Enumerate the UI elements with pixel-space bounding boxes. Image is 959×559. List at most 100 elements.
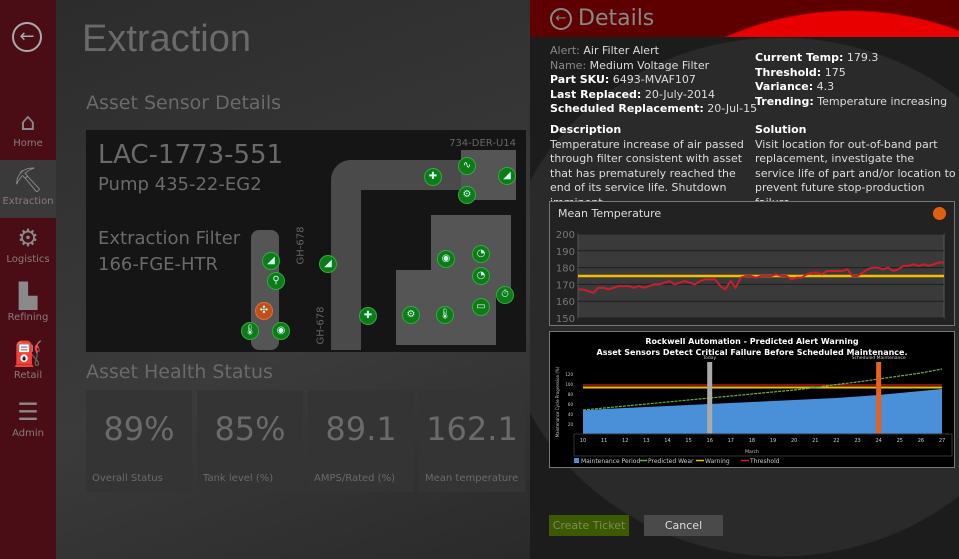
sensor-pressure-icon[interactable]: ◢ [319,255,337,273]
sensor-gears-icon[interactable]: ⚙ [402,306,420,324]
x-tick-label: 13 [643,438,649,444]
x-axis-band [573,433,953,457]
tag-gh-2: GH-678 [315,306,327,345]
predicted-wear-line [582,368,943,411]
y-tick-label: 160 [556,297,575,308]
legend-swatch [574,458,579,463]
marker-bar [876,362,882,434]
x-tick-label: 26 [918,438,924,444]
sensor-pressure-icon[interactable]: ◢ [498,167,516,185]
sidebar-item-admin[interactable]: ☰ Admin [0,392,56,450]
sensor-thermometer-icon[interactable]: 🌡 [241,322,259,340]
home-icon: ⌂ [20,108,36,136]
health-label: AMPS/Rated (%) [314,473,395,484]
sidebar-item-label: Refining [7,312,49,323]
x-tick-label: 19 [770,438,776,444]
x-tick-label: 18 [749,438,755,444]
sensor-thermometer-icon[interactable]: 🌡 [436,306,454,324]
y-tick-label: 20 [568,422,574,427]
description: Description Temperature increase of air p… [550,123,744,209]
marker-bar [707,362,713,434]
pipe [331,160,481,190]
legend-label: Predicted Wear [648,458,694,465]
sensor-move-icon[interactable]: ✚ [359,307,377,325]
health-label: Overall Status [92,473,163,484]
details-panel: ← Details Alert: Air Filter Alert Name: … [530,0,959,559]
sidebar-item-refining[interactable]: ▙ Refining [0,276,56,334]
health-value: 89.1 [325,410,397,448]
sensor-signal-icon[interactable]: ◉ [272,322,290,340]
sidebar-item-label: Extraction [2,196,54,207]
x-axis-label: March [745,449,759,455]
x-tick-label: 11 [601,438,607,444]
x-tick-label: 21 [812,438,818,444]
mean-temperature-chart: Mean Temperature 150 160 170 180 190 200 [549,201,955,326]
status-dot-icon [933,207,946,220]
sidebar-item-logistics[interactable]: ⚙ Logistics [0,218,56,276]
x-tick-label: 24 [875,438,881,444]
sensor-signal-icon[interactable]: ◉ [437,250,455,268]
solution: Solution Visit location for out-of-band p… [755,123,956,209]
sidebar-item-label: Retail [13,370,43,381]
tag-gh-1: GH-678 [295,226,307,265]
x-tick-label: 14 [664,438,670,444]
marker-label: Today [702,355,716,361]
create-ticket-button[interactable]: Create Ticket [549,515,629,536]
x-tick-label: 23 [854,438,860,444]
y-tick-label: 190 [556,247,575,258]
sidebar: ← ⌂ Home ⛏ Extraction ⚙ Logistics ▙ Refining ⛽ Re… [0,0,56,559]
y-tick-label: 40 [568,412,574,417]
sensor-section-title: Asset Sensor Details [86,92,282,114]
sensor-battery-icon[interactable]: ▭ [472,298,490,316]
x-tick-label: 20 [791,438,797,444]
sensor-gauge-icon[interactable]: ◔ [472,267,490,285]
page-title: Extraction [82,18,251,60]
y-tick-label: 60 [568,402,574,407]
health-card: 89% Overall Status [86,390,192,492]
y-tick-label: 200 [556,230,575,241]
sensor-gears-icon[interactable]: ⚙ [458,186,476,204]
sidebar-item-home[interactable]: ⌂ Home [0,102,56,160]
health-label: Mean temperature [425,473,519,484]
y-tick-label: 170 [556,280,575,291]
sidebar-item-extraction[interactable]: ⛏ Extraction [0,160,56,218]
predicted-alert-chart: Rockwell Automation - Predicted Alert Wa… [549,331,955,468]
legend-label: Threshold [749,458,780,465]
sensor-pulse-icon[interactable]: ∿ [458,157,476,175]
details-header: ← Details [530,0,959,37]
details-title: Details [578,6,655,31]
sensor-pressure-icon[interactable]: ◢ [262,252,280,270]
sidebar-item-label: Home [13,138,43,149]
sensor-fan-warning-icon[interactable]: ✣ [255,302,273,320]
sensor-tap-icon[interactable]: ⚲ [267,272,285,290]
y-tick-label: 100 [565,382,573,387]
sensor-gauge-icon[interactable]: ◔ [472,245,490,263]
health-card: 85% Tank level (%) [197,390,303,492]
x-tick-label: 12 [622,438,628,444]
asset-id: LAC-1773-551 [98,140,284,170]
x-tick-label: 22 [833,438,839,444]
alert-info: Alert: Air Filter Alert Name: Medium Vol… [550,44,758,115]
sidebar-item-retail[interactable]: ⛽ Retail [0,334,56,392]
main-content: Extraction Asset Sensor Details LAC-1773… [56,0,530,559]
back-button[interactable]: ← [12,22,42,52]
list-icon: ☰ [17,398,39,426]
refinery-icon: ▙ [18,282,38,310]
x-tick-label: 15 [685,438,691,444]
legend-label: Maintenance Period [581,458,640,465]
chart-title: Mean Temperature [558,207,662,220]
cancel-button[interactable]: Cancel [644,515,723,536]
health-card: 89.1 AMPS/Rated (%) [308,390,414,492]
sidebar-item-label: Logistics [6,254,50,265]
health-section-title: Asset Health Status [86,361,273,383]
pump-id: Pump 435-22-EG2 [98,174,262,195]
y-axis-label: Maintenance Cycle Progression (%) [555,366,560,437]
health-label: Tank level (%) [203,473,274,484]
health-value: 162.1 [426,410,518,448]
sensor-move-icon[interactable]: ✚ [424,168,442,186]
sensor-timer-icon[interactable]: ⏱ [496,286,514,304]
temperature-info: Current Temp: 179.3 Threshold: 175 Varia… [755,51,948,108]
details-back-button[interactable]: ← [550,8,572,30]
filter-id: Extraction Filter 166-FGE-HTR [98,228,241,275]
x-tick-label: 25 [897,438,903,444]
